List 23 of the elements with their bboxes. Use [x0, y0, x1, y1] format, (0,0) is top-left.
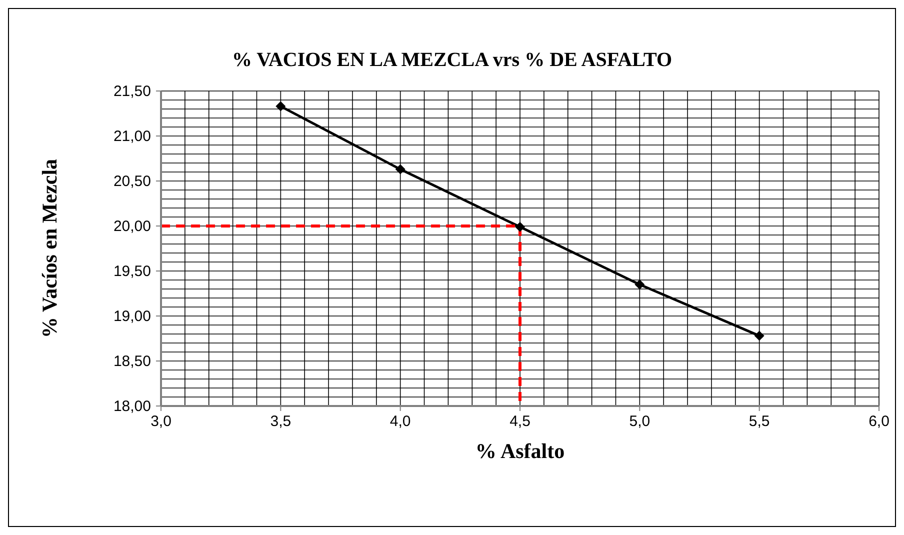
point — [515, 222, 525, 232]
point — [395, 164, 406, 174]
y-axis-title: % Vacíos en Mezcla — [37, 158, 62, 338]
y-tick-label: 21,00 — [113, 128, 151, 145]
y-tick-label: 18,00 — [113, 398, 151, 415]
point — [634, 280, 645, 290]
y-tick-label: 20,00 — [113, 218, 151, 235]
y-tick-label: 19,50 — [113, 263, 151, 280]
y-tick-label: 20,50 — [113, 173, 151, 190]
chart-title: % VACIOS EN LA MEZCLA vrs % DE ASFALTO — [230, 49, 674, 72]
x-tick-label: 3,0 — [150, 413, 172, 430]
x-tick-label: 3,5 — [270, 413, 292, 430]
x-tick-label: 5,0 — [629, 413, 650, 430]
point — [754, 330, 764, 341]
x-tick-label: 4,0 — [390, 413, 411, 430]
y-tick-label: 21,50 — [113, 83, 151, 100]
point — [276, 101, 286, 112]
x-tick-label: 4,5 — [510, 413, 530, 430]
y-tick-label: 18,50 — [113, 353, 151, 370]
x-tick-label: 5,5 — [748, 413, 770, 430]
x-axis-title: % Asfalto — [475, 439, 565, 463]
x-tick-label: 6,0 — [868, 413, 890, 430]
y-tick-label: 19,00 — [113, 308, 151, 325]
